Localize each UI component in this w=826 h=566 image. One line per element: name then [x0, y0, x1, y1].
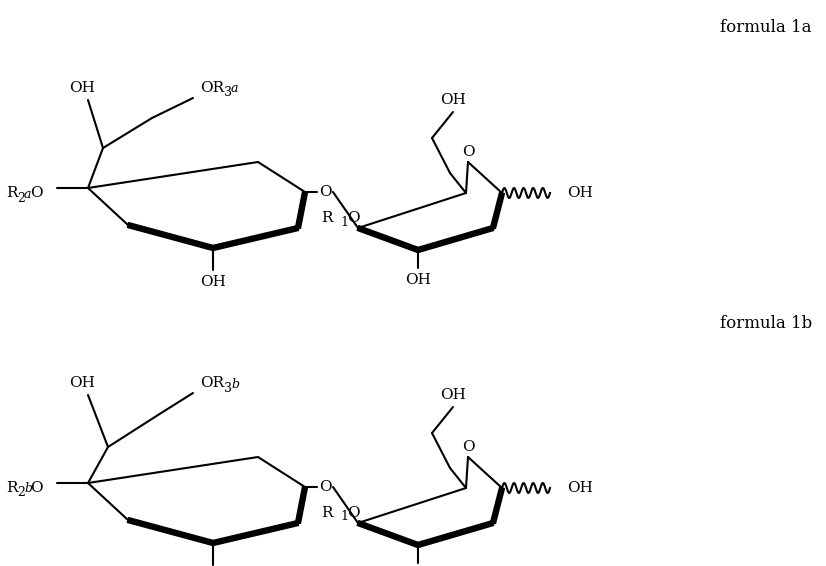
Text: 2: 2 [17, 191, 25, 204]
Text: OH: OH [69, 81, 95, 95]
Text: R: R [6, 481, 17, 495]
Polygon shape [212, 226, 298, 250]
Text: OR: OR [200, 376, 224, 390]
Text: O: O [347, 506, 359, 520]
Text: 3: 3 [224, 381, 232, 395]
Polygon shape [491, 487, 505, 524]
Polygon shape [417, 226, 494, 252]
Text: OH: OH [405, 273, 431, 287]
Text: b: b [231, 378, 239, 391]
Text: O: O [462, 440, 474, 454]
Polygon shape [357, 226, 419, 252]
Text: OH: OH [200, 275, 226, 289]
Text: O: O [319, 185, 331, 199]
Text: R: R [6, 186, 17, 200]
Text: 3: 3 [224, 87, 232, 100]
Text: 1: 1 [340, 511, 348, 524]
Polygon shape [296, 487, 307, 524]
Polygon shape [127, 222, 214, 250]
Text: OH: OH [440, 93, 466, 107]
Text: a: a [231, 83, 239, 96]
Text: 2: 2 [17, 487, 25, 500]
Text: b: b [24, 482, 32, 495]
Text: formula 1b: formula 1b [720, 315, 812, 332]
Polygon shape [417, 521, 494, 547]
Text: OH: OH [69, 376, 95, 390]
Polygon shape [491, 192, 505, 229]
Text: R: R [321, 211, 333, 225]
Text: O: O [30, 481, 43, 495]
Text: O: O [319, 480, 331, 494]
Text: O: O [462, 145, 474, 159]
Text: O: O [30, 186, 43, 200]
Polygon shape [357, 521, 419, 547]
Text: OH: OH [567, 481, 593, 495]
Text: OH: OH [440, 388, 466, 402]
Text: R: R [321, 506, 333, 520]
Polygon shape [296, 191, 307, 229]
Text: OH: OH [567, 186, 593, 200]
Polygon shape [212, 521, 298, 546]
Text: formula 1a: formula 1a [720, 19, 811, 36]
Polygon shape [127, 517, 214, 546]
Text: 1: 1 [340, 216, 348, 229]
Text: a: a [24, 187, 31, 200]
Text: OR: OR [200, 81, 224, 95]
Text: O: O [347, 211, 359, 225]
